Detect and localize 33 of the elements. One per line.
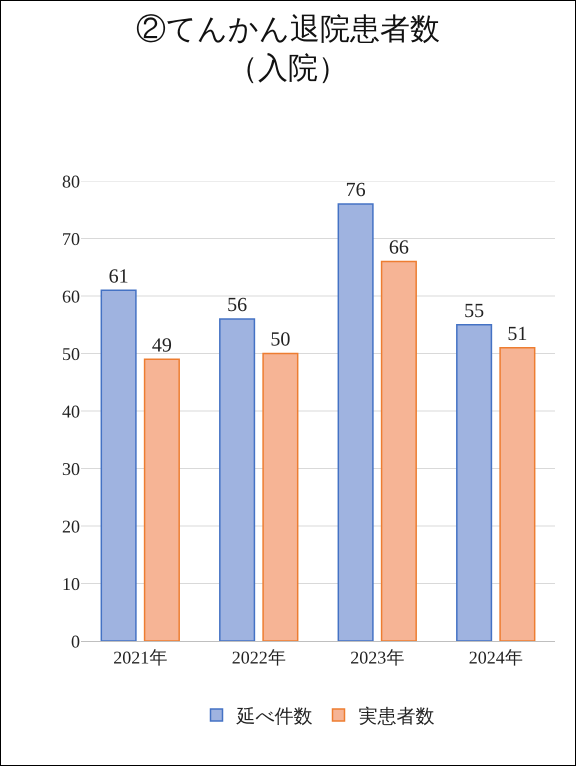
data-label: 51	[507, 322, 528, 345]
legend-label: 延べ件数	[236, 706, 312, 728]
chart-subtitle: （入院）	[228, 52, 348, 86]
y-tick-label: 0	[71, 631, 80, 652]
bar	[144, 358, 180, 641]
y-tick-label: 60	[62, 286, 80, 306]
data-label: 49	[152, 334, 172, 356]
chart-title: ②てんかん退院患者数	[136, 13, 440, 46]
x-tick-label: 2022年	[232, 648, 286, 668]
y-tick-label: 10	[62, 574, 80, 594]
data-label: 66	[388, 236, 409, 258]
y-tick-label: 40	[62, 401, 80, 422]
x-tick-label: 2021年	[113, 648, 168, 668]
bar	[219, 318, 256, 641]
legend-label: 実患者数	[358, 705, 434, 728]
data-label: 50	[270, 328, 290, 350]
y-tick-label: 30	[62, 458, 80, 479]
y-tick-label: 80	[62, 171, 80, 192]
data-label: 55	[464, 300, 484, 322]
bar	[338, 203, 374, 641]
bar	[499, 347, 536, 641]
bar	[262, 352, 298, 641]
bar	[380, 260, 417, 641]
data-label: 56	[227, 294, 248, 316]
bar	[100, 290, 137, 641]
x-tick-label: 2023年	[350, 648, 404, 668]
bar	[456, 324, 492, 641]
x-tick-label: 2024年	[468, 648, 523, 668]
y-tick-label: 50	[62, 344, 80, 364]
data-label: 61	[108, 265, 129, 288]
y-tick-label: 70	[62, 228, 80, 249]
y-tick-label: 20	[62, 516, 80, 536]
data-label: 76	[346, 179, 366, 201]
